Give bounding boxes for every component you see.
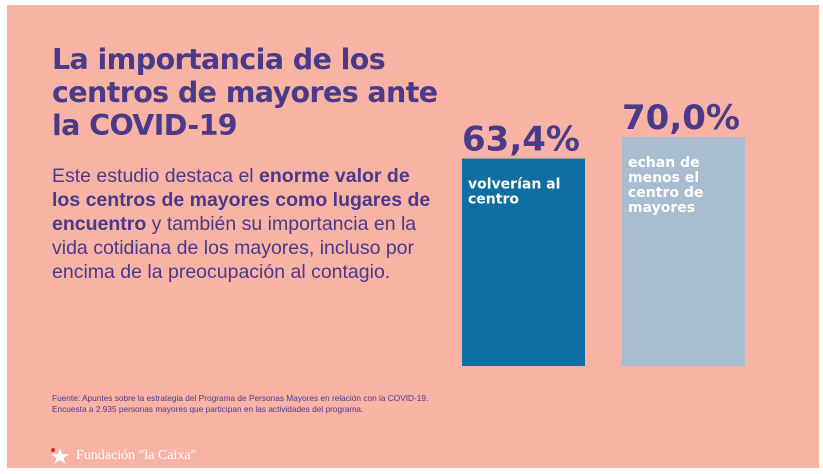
- bar-label-2: echan de menos el centro de mayores: [628, 155, 703, 216]
- star-icon: [51, 448, 69, 464]
- bar-chart: 63,4% volverían al centro 70,0% echan de meno…: [462, 98, 745, 366]
- source-note: Fuente: Apuntes sobre la estrategia del …: [52, 393, 429, 414]
- infographic-card: La importancia de los centros de mayores…: [7, 5, 819, 468]
- value-label-2: 70,0%: [622, 98, 740, 138]
- description-text: Este estudio destaca el enorme valor de …: [52, 164, 432, 284]
- fundacion-logo: Fundación "la Caixa": [50, 447, 196, 465]
- description-highlight: enorme valor de los centros de mayores c…: [52, 165, 431, 235]
- description-part-1: Este estudio destaca el: [52, 165, 260, 187]
- value-label-1: 63,4%: [462, 120, 580, 160]
- logo-text: Fundación "la Caixa": [76, 448, 197, 463]
- description-part-2: y también su importancia en la vida coti…: [52, 213, 417, 283]
- bar-1: [462, 158, 585, 366]
- bar-2: [622, 137, 745, 366]
- page-title: La importancia de los centros de mayores…: [52, 43, 438, 142]
- bar-label-1: volverían al centro: [468, 177, 560, 208]
